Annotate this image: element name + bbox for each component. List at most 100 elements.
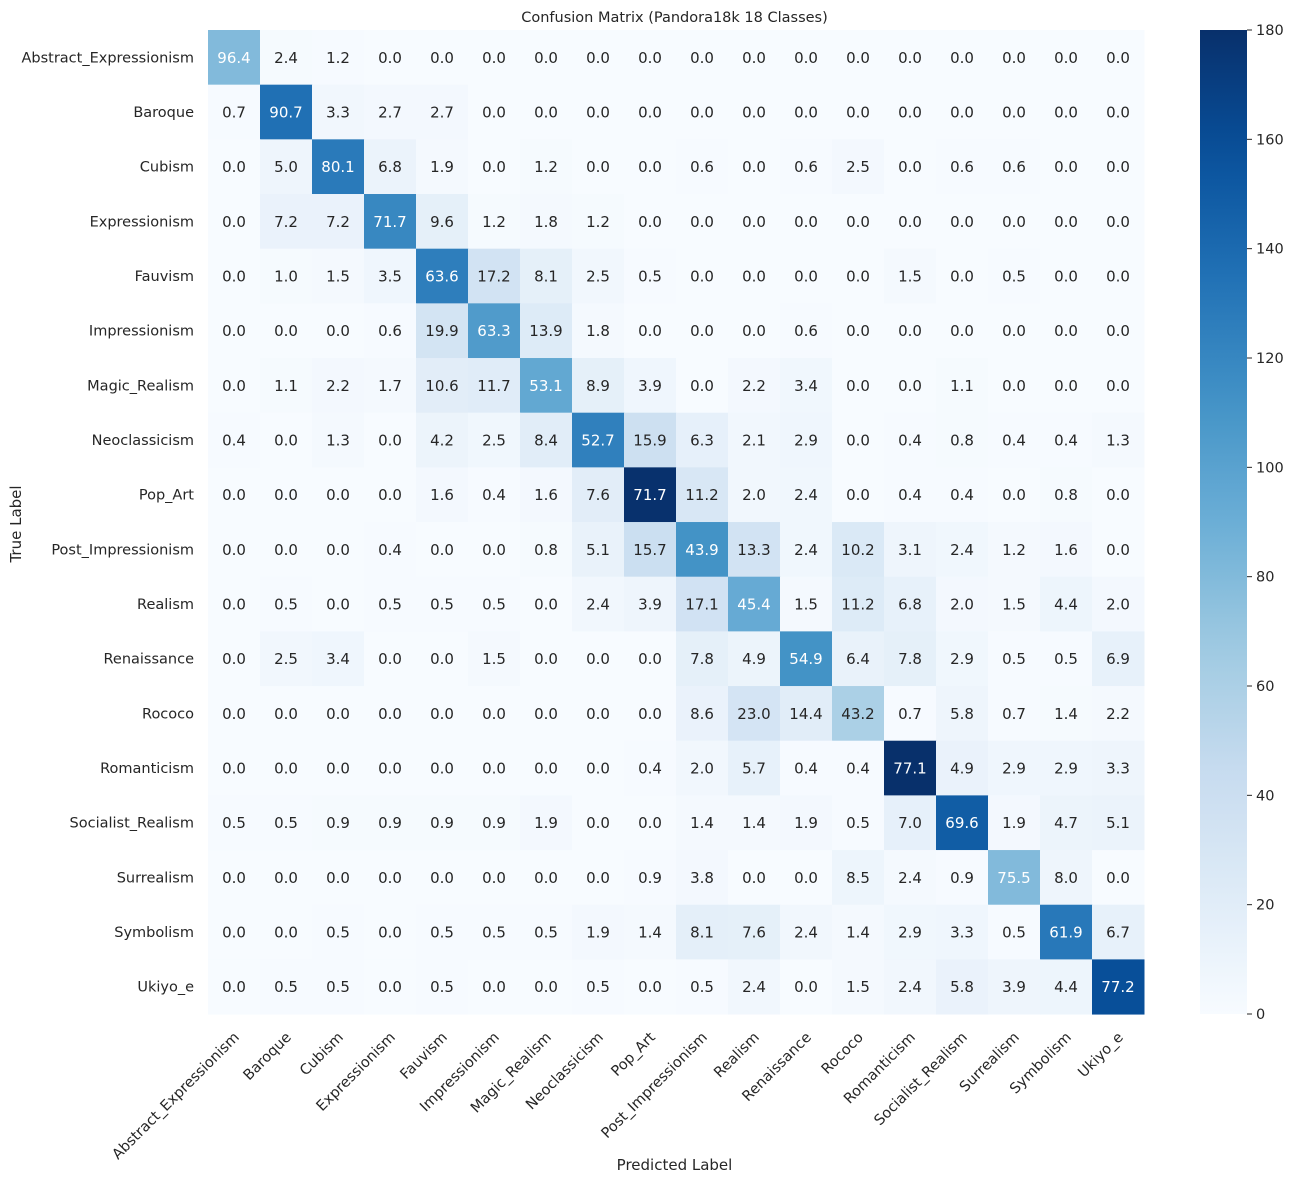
cell-value-label: 0.0 <box>482 541 506 559</box>
cell-value-label: 0.9 <box>950 869 974 887</box>
heatmap-cell <box>936 194 989 250</box>
cell-value-label: 1.0 <box>274 268 298 286</box>
cell-value-label: 0.0 <box>482 705 506 723</box>
cell-value-label: 0.0 <box>898 104 922 122</box>
colorbar-tick-label: 60 <box>1256 679 1274 695</box>
cell-value-label: 61.9 <box>1049 924 1082 942</box>
cell-value-label: 5.0 <box>274 158 298 176</box>
cell-value-label: 4.4 <box>1054 596 1078 614</box>
cell-value-label: 0.0 <box>274 760 298 778</box>
cell-value-label: 0.0 <box>1106 104 1130 122</box>
heatmap-cell <box>832 631 885 687</box>
cell-value-label: 0.4 <box>950 486 974 504</box>
heatmap-cell <box>832 795 885 851</box>
heatmap-cell <box>468 30 521 86</box>
colorbar-tick-label: 20 <box>1256 898 1274 914</box>
heatmap-cell <box>728 139 781 195</box>
cell-value-label: 1.4 <box>690 814 714 832</box>
cell-value-label: 0.0 <box>430 541 454 559</box>
heatmap-cell <box>1092 904 1145 960</box>
heatmap-cell <box>780 139 833 195</box>
heatmap-cell <box>1040 139 1093 195</box>
cell-value-label: 0.4 <box>1054 432 1078 450</box>
heatmap-cell <box>936 631 989 687</box>
heatmap-cell <box>728 740 781 796</box>
heatmap-cell <box>884 576 937 632</box>
heatmap-cell <box>260 139 313 195</box>
cell-value-label: 0.0 <box>430 760 454 778</box>
row-tick-label: Renaissance <box>103 652 194 668</box>
cell-value-label: 7.8 <box>690 650 714 668</box>
heatmap-cell <box>520 139 573 195</box>
cell-value-label: 0.0 <box>638 814 662 832</box>
column-tick-label: Post_Impressionism <box>599 1030 711 1142</box>
heatmap-cell <box>1040 795 1093 851</box>
cell-value-label: 3.1 <box>898 541 922 559</box>
heatmap-cell <box>780 522 833 578</box>
heatmap-cell <box>624 850 677 906</box>
cell-value-label: 0.5 <box>326 978 350 996</box>
heatmap-cell <box>728 959 781 1015</box>
cell-value-label: 2.4 <box>586 596 610 614</box>
heatmap-cell <box>260 686 313 742</box>
cell-value-label: 0.0 <box>586 814 610 832</box>
cell-value-label: 0.0 <box>378 924 402 942</box>
cell-value-label: 5.8 <box>950 705 974 723</box>
cell-value-label: 1.6 <box>534 486 558 504</box>
heatmap-cell <box>832 303 885 359</box>
cell-value-label: 2.4 <box>742 978 766 996</box>
heatmap-cell <box>416 412 469 468</box>
cell-value-label: 7.6 <box>742 924 766 942</box>
heatmap-cell <box>572 303 625 359</box>
heatmap-cell <box>936 795 989 851</box>
heatmap-cell <box>676 904 729 960</box>
heatmap-cell <box>988 303 1041 359</box>
cell-value-label: 0.5 <box>430 924 454 942</box>
heatmap-cell <box>624 303 677 359</box>
heatmap-cell <box>676 248 729 304</box>
heatmap-cell <box>260 30 313 86</box>
cell-value-label: 0.9 <box>482 814 506 832</box>
heatmap-cell <box>572 631 625 687</box>
cell-value-label: 2.7 <box>378 104 402 122</box>
cell-value-label: 0.0 <box>586 760 610 778</box>
chart-title: Confusion Matrix (Pandora18k 18 Classes) <box>521 10 828 26</box>
heatmap-cell <box>832 850 885 906</box>
cell-value-label: 1.2 <box>326 49 350 67</box>
heatmap-cell <box>676 412 729 468</box>
cell-value-label: 0.4 <box>898 432 922 450</box>
heatmap-cell <box>468 795 521 851</box>
cell-value-label: 52.7 <box>581 432 614 450</box>
heatmap-cell <box>624 631 677 687</box>
cell-value-label: 0.0 <box>378 760 402 778</box>
cell-value-label: 0.0 <box>274 486 298 504</box>
cell-value-label: 2.2 <box>326 377 350 395</box>
heatmap-cell <box>728 576 781 632</box>
heatmap-cell <box>260 303 313 359</box>
heatmap-cell <box>936 467 989 523</box>
cell-value-label: 0.0 <box>534 596 558 614</box>
heatmap-cell <box>1040 467 1093 523</box>
cell-value-label: 3.3 <box>1106 760 1130 778</box>
colorbar-tick-label: 100 <box>1256 460 1284 476</box>
cell-value-label: 0.0 <box>222 650 246 668</box>
heatmap-cell <box>312 248 365 304</box>
heatmap-cell <box>884 904 937 960</box>
heatmap-cell <box>988 576 1041 632</box>
cell-value-label: 11.2 <box>841 596 874 614</box>
cell-value-label: 0.0 <box>742 49 766 67</box>
cell-value-label: 0.5 <box>274 596 298 614</box>
heatmap-cell <box>832 576 885 632</box>
heatmap-cell <box>780 194 833 250</box>
cell-value-label: 0.0 <box>846 104 870 122</box>
column-tick-label: Baroque <box>241 1030 295 1084</box>
cell-value-label: 8.4 <box>534 432 558 450</box>
cell-value-label: 80.1 <box>321 158 354 176</box>
cell-value-label: 13.3 <box>737 541 770 559</box>
cell-value-label: 2.5 <box>482 432 506 450</box>
row-tick-label: Ukiyo_e <box>137 980 194 996</box>
cell-value-label: 3.4 <box>326 650 350 668</box>
heatmap-cell <box>1040 740 1093 796</box>
cell-value-label: 2.1 <box>742 432 766 450</box>
cell-value-label: 0.5 <box>586 978 610 996</box>
